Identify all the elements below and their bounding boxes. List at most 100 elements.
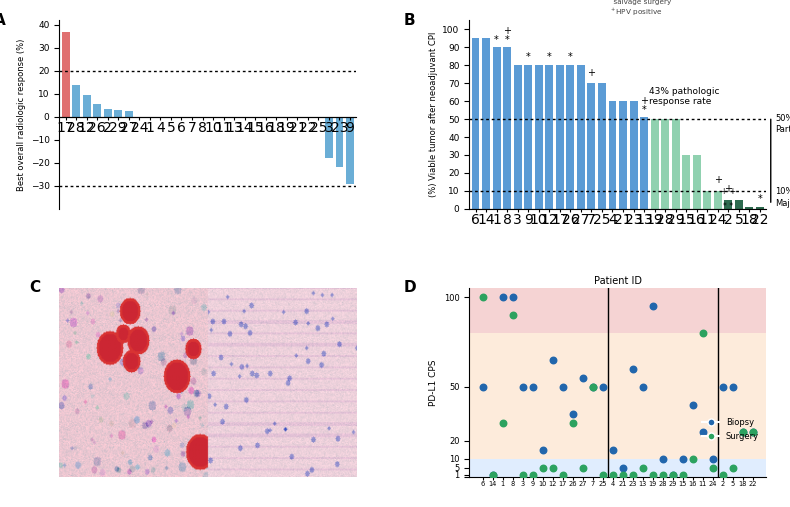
Bar: [630, 101, 638, 209]
Bar: [683, 155, 690, 209]
Bar: [756, 207, 764, 209]
Text: *: *: [568, 53, 573, 62]
Bar: [346, 117, 354, 184]
Surgery: [736, 427, 749, 436]
Surgery: [667, 470, 679, 479]
Surgery: [577, 463, 589, 472]
Bar: [125, 111, 133, 117]
Biopsy: [607, 446, 619, 454]
Bar: [93, 104, 101, 117]
Surgery: [717, 470, 729, 479]
Biopsy: [667, 470, 679, 479]
Surgery: [547, 463, 559, 472]
Surgery: [706, 463, 719, 472]
Surgery: [566, 419, 579, 427]
Surgery: [556, 470, 569, 479]
Biopsy: [747, 427, 759, 436]
Biopsy: [496, 293, 509, 301]
Text: +: +: [640, 96, 648, 106]
Biopsy: [727, 383, 739, 391]
Text: *: *: [547, 53, 551, 62]
Text: D: D: [404, 280, 416, 296]
Bar: [619, 101, 627, 209]
Biopsy: [556, 383, 569, 391]
Bar: [535, 65, 543, 209]
Bar: [566, 65, 574, 209]
Y-axis label: (%) Viable tumor after neoadjuvant CPI: (%) Viable tumor after neoadjuvant CPI: [429, 32, 438, 197]
Text: B: B: [404, 13, 416, 28]
Bar: [640, 117, 648, 209]
Text: 43% pathologic
response rate: 43% pathologic response rate: [649, 87, 720, 106]
Biopsy: [547, 356, 559, 364]
Bar: [493, 47, 501, 209]
Surgery: [637, 463, 649, 472]
Bar: [72, 85, 80, 117]
Biopsy: [586, 383, 599, 391]
Text: * *: * *: [724, 202, 733, 210]
Surgery: [697, 329, 709, 337]
Biopsy: [736, 427, 749, 436]
Surgery: [646, 470, 659, 479]
Bar: [525, 65, 532, 209]
Surgery: [656, 470, 669, 479]
Biopsy: [577, 374, 589, 382]
Surgery: [626, 470, 639, 479]
Biopsy: [656, 455, 669, 463]
Surgery: [506, 311, 519, 319]
Biopsy: [536, 446, 549, 454]
Bar: [514, 65, 521, 209]
Surgery: [747, 427, 759, 436]
Text: +: +: [503, 26, 511, 37]
Bar: [608, 101, 616, 209]
Bar: [469, 459, 766, 477]
Bar: [724, 200, 732, 209]
Surgery: [596, 470, 609, 479]
Biopsy: [616, 463, 629, 472]
Bar: [336, 117, 344, 167]
Bar: [83, 95, 91, 117]
Bar: [693, 155, 701, 209]
Bar: [103, 109, 111, 117]
Biopsy: [637, 383, 649, 391]
Text: C: C: [29, 280, 40, 296]
Surgery: [687, 455, 699, 463]
Bar: [714, 191, 722, 209]
Surgery: [496, 419, 509, 427]
Biopsy: [676, 455, 689, 463]
Biopsy: [596, 383, 609, 391]
Text: A: A: [0, 13, 6, 28]
Bar: [472, 38, 480, 209]
Bar: [703, 191, 711, 209]
Surgery: [487, 470, 499, 479]
Text: *: *: [526, 53, 531, 62]
Y-axis label: PD-L1 CPS: PD-L1 CPS: [429, 359, 438, 406]
Surgery: [727, 463, 739, 472]
Bar: [469, 333, 766, 459]
Text: *: *: [505, 34, 510, 45]
Biopsy: [687, 401, 699, 409]
Biopsy: [506, 293, 519, 301]
Biopsy: [646, 302, 659, 310]
Biopsy: [717, 383, 729, 391]
Surgery: [476, 293, 489, 301]
Bar: [651, 119, 659, 209]
Bar: [482, 38, 490, 209]
Text: 10%
Major: 10% Major: [775, 188, 790, 207]
Biopsy: [566, 410, 579, 418]
Biopsy: [697, 427, 709, 436]
Text: 50%
Partial: 50% Partial: [775, 114, 790, 134]
Text: *: *: [495, 34, 499, 45]
Bar: [661, 119, 669, 209]
Surgery: [607, 470, 619, 479]
Text: * Indicates clinical to pathologic
  downstaging at the time of
  salvage surger: * Indicates clinical to pathologic downs…: [609, 0, 724, 18]
Text: Patient ID: Patient ID: [594, 276, 641, 286]
Bar: [746, 207, 754, 209]
Text: +: +: [588, 68, 596, 78]
Surgery: [517, 470, 529, 479]
Surgery: [526, 470, 539, 479]
Bar: [62, 32, 70, 117]
Bar: [598, 83, 606, 209]
Biopsy: [526, 383, 539, 391]
Bar: [556, 65, 564, 209]
Legend: Biopsy, Surgery: Biopsy, Surgery: [699, 415, 762, 444]
